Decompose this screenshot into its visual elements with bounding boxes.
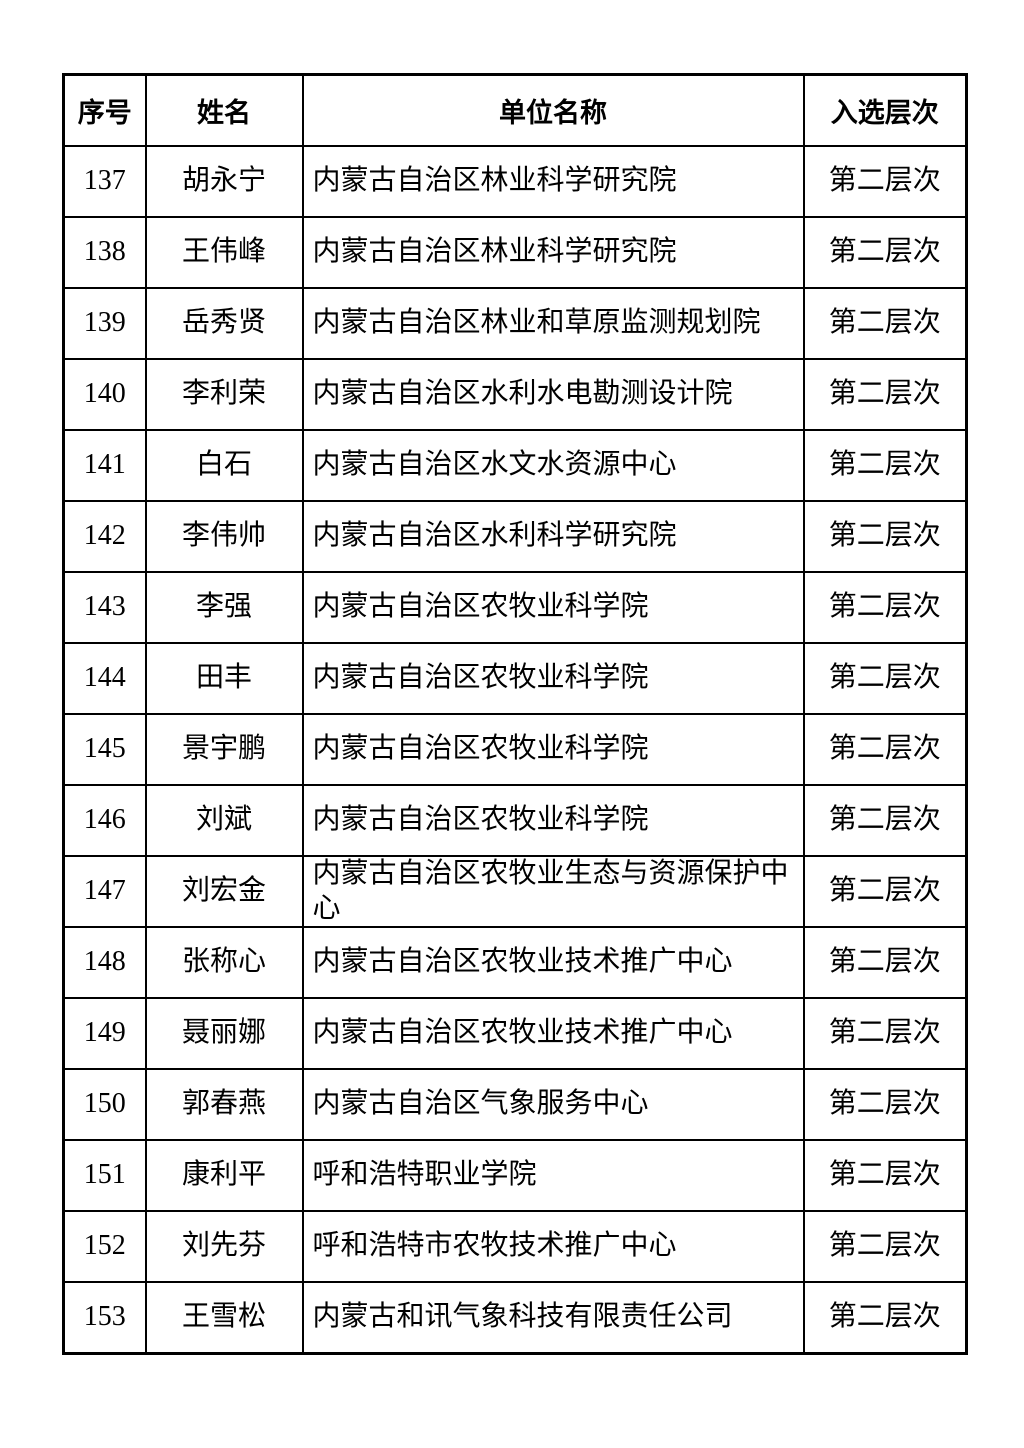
header-name: 姓名 xyxy=(144,73,304,147)
level-cell: 第二层次 xyxy=(802,713,968,786)
serial-cell: 146 xyxy=(62,784,147,857)
level-cell: 第二层次 xyxy=(802,287,968,360)
table-row: 143 李强 内蒙古自治区农牧业科学院 第二层次 xyxy=(62,571,968,644)
name-cell: 聂丽娜 xyxy=(144,997,304,1070)
level-cell: 第二层次 xyxy=(802,500,968,573)
table-row: 137 胡永宁 内蒙古自治区林业科学研究院 第二层次 xyxy=(62,145,968,218)
serial-cell: 142 xyxy=(62,500,147,573)
unit-cell: 内蒙古自治区水利科学研究院 xyxy=(301,500,805,573)
table-row: 145 景宇鹏 内蒙古自治区农牧业科学院 第二层次 xyxy=(62,713,968,786)
level-cell: 第二层次 xyxy=(802,1210,968,1283)
level-cell: 第二层次 xyxy=(802,855,968,928)
unit-cell: 内蒙古自治区农牧业生态与资源保护中心 xyxy=(301,855,805,928)
header-level: 入选层次 xyxy=(802,73,968,147)
table-header-row: 序号 姓名 单位名称 入选层次 xyxy=(62,73,968,147)
level-cell: 第二层次 xyxy=(802,926,968,999)
unit-cell: 内蒙古自治区气象服务中心 xyxy=(301,1068,805,1141)
serial-cell: 145 xyxy=(62,713,147,786)
unit-cell: 内蒙古自治区农牧业技术推广中心 xyxy=(301,926,805,999)
name-cell: 张称心 xyxy=(144,926,304,999)
serial-cell: 150 xyxy=(62,1068,147,1141)
table-body: 137 胡永宁 内蒙古自治区林业科学研究院 第二层次 138 王伟峰 内蒙古自治… xyxy=(62,145,968,1355)
selection-roster-table: 序号 姓名 单位名称 入选层次 137 胡永宁 内蒙古自治区林业科学研究院 第二… xyxy=(62,73,968,1355)
table-row: 139 岳秀贤 内蒙古自治区林业和草原监测规划院 第二层次 xyxy=(62,287,968,360)
table-row: 151 康利平 呼和浩特职业学院 第二层次 xyxy=(62,1139,968,1212)
table-row: 142 李伟帅 内蒙古自治区水利科学研究院 第二层次 xyxy=(62,500,968,573)
level-cell: 第二层次 xyxy=(802,145,968,218)
name-cell: 岳秀贤 xyxy=(144,287,304,360)
serial-cell: 151 xyxy=(62,1139,147,1212)
level-cell: 第二层次 xyxy=(802,784,968,857)
name-cell: 李强 xyxy=(144,571,304,644)
level-cell: 第二层次 xyxy=(802,1281,968,1355)
unit-cell: 呼和浩特职业学院 xyxy=(301,1139,805,1212)
table-row: 150 郭春燕 内蒙古自治区气象服务中心 第二层次 xyxy=(62,1068,968,1141)
header-serial: 序号 xyxy=(62,73,147,147)
unit-cell: 内蒙古自治区农牧业科学院 xyxy=(301,713,805,786)
table-row: 138 王伟峰 内蒙古自治区林业科学研究院 第二层次 xyxy=(62,216,968,289)
table-row: 144 田丰 内蒙古自治区农牧业科学院 第二层次 xyxy=(62,642,968,715)
serial-cell: 149 xyxy=(62,997,147,1070)
table-row: 146 刘斌 内蒙古自治区农牧业科学院 第二层次 xyxy=(62,784,968,857)
name-cell: 李伟帅 xyxy=(144,500,304,573)
unit-cell: 内蒙古自治区水文水资源中心 xyxy=(301,429,805,502)
table-row: 141 白石 内蒙古自治区水文水资源中心 第二层次 xyxy=(62,429,968,502)
table-row: 149 聂丽娜 内蒙古自治区农牧业技术推广中心 第二层次 xyxy=(62,997,968,1070)
unit-cell: 内蒙古自治区农牧业科学院 xyxy=(301,571,805,644)
serial-cell: 144 xyxy=(62,642,147,715)
table-row: 152 刘先芬 呼和浩特市农牧技术推广中心 第二层次 xyxy=(62,1210,968,1283)
header-unit: 单位名称 xyxy=(301,73,805,147)
name-cell: 白石 xyxy=(144,429,304,502)
serial-cell: 148 xyxy=(62,926,147,999)
level-cell: 第二层次 xyxy=(802,571,968,644)
name-cell: 李利荣 xyxy=(144,358,304,431)
serial-cell: 139 xyxy=(62,287,147,360)
name-cell: 刘先芬 xyxy=(144,1210,304,1283)
table-row: 140 李利荣 内蒙古自治区水利水电勘测设计院 第二层次 xyxy=(62,358,968,431)
table-row: 153 王雪松 内蒙古和讯气象科技有限责任公司 第二层次 xyxy=(62,1281,968,1355)
unit-cell: 内蒙古和讯气象科技有限责任公司 xyxy=(301,1281,805,1355)
unit-cell: 内蒙古自治区农牧业科学院 xyxy=(301,784,805,857)
serial-cell: 141 xyxy=(62,429,147,502)
level-cell: 第二层次 xyxy=(802,1139,968,1212)
name-cell: 王伟峰 xyxy=(144,216,304,289)
table-row: 147 刘宏金 内蒙古自治区农牧业生态与资源保护中心 第二层次 xyxy=(62,855,968,928)
unit-cell: 内蒙古自治区林业科学研究院 xyxy=(301,145,805,218)
name-cell: 刘斌 xyxy=(144,784,304,857)
level-cell: 第二层次 xyxy=(802,429,968,502)
name-cell: 田丰 xyxy=(144,642,304,715)
level-cell: 第二层次 xyxy=(802,1068,968,1141)
name-cell: 刘宏金 xyxy=(144,855,304,928)
unit-cell: 呼和浩特市农牧技术推广中心 xyxy=(301,1210,805,1283)
serial-cell: 147 xyxy=(62,855,147,928)
serial-cell: 138 xyxy=(62,216,147,289)
level-cell: 第二层次 xyxy=(802,997,968,1070)
table-row: 148 张称心 内蒙古自治区农牧业技术推广中心 第二层次 xyxy=(62,926,968,999)
name-cell: 王雪松 xyxy=(144,1281,304,1355)
unit-cell: 内蒙古自治区林业科学研究院 xyxy=(301,216,805,289)
level-cell: 第二层次 xyxy=(802,216,968,289)
level-cell: 第二层次 xyxy=(802,642,968,715)
serial-cell: 152 xyxy=(62,1210,147,1283)
level-cell: 第二层次 xyxy=(802,358,968,431)
unit-cell: 内蒙古自治区水利水电勘测设计院 xyxy=(301,358,805,431)
serial-cell: 140 xyxy=(62,358,147,431)
name-cell: 景宇鹏 xyxy=(144,713,304,786)
name-cell: 郭春燕 xyxy=(144,1068,304,1141)
unit-cell: 内蒙古自治区农牧业科学院 xyxy=(301,642,805,715)
serial-cell: 137 xyxy=(62,145,147,218)
unit-cell: 内蒙古自治区农牧业技术推广中心 xyxy=(301,997,805,1070)
name-cell: 康利平 xyxy=(144,1139,304,1212)
unit-cell: 内蒙古自治区林业和草原监测规划院 xyxy=(301,287,805,360)
serial-cell: 143 xyxy=(62,571,147,644)
name-cell: 胡永宁 xyxy=(144,145,304,218)
serial-cell: 153 xyxy=(62,1281,147,1355)
